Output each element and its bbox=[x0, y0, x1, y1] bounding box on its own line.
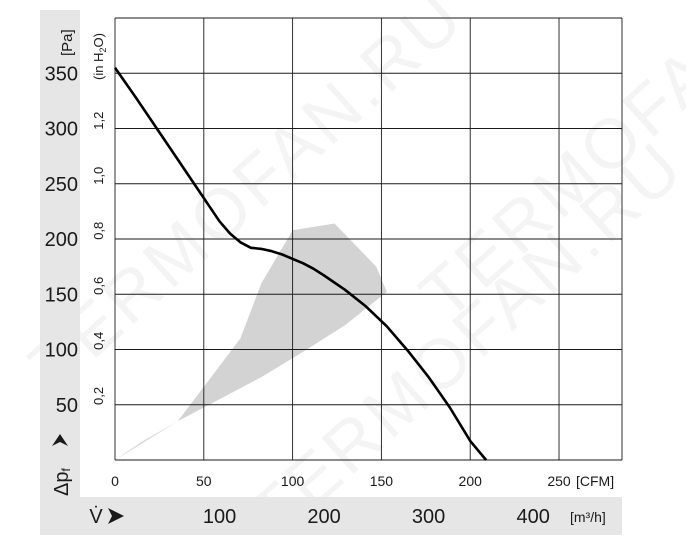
operating-range-area bbox=[115, 223, 387, 460]
pressure-axis-symbol: Δpf bbox=[51, 468, 73, 496]
m3h-tick-label: 200 bbox=[307, 506, 340, 528]
pa-tick-label: 100 bbox=[45, 340, 78, 362]
pa-tick-label: 250 bbox=[45, 174, 78, 196]
pa-tick-label: 350 bbox=[45, 63, 78, 85]
grid bbox=[114, 17, 623, 461]
x-axis-band bbox=[40, 497, 622, 535]
axis-bands bbox=[40, 10, 622, 535]
cfm-tick-label: 50 bbox=[196, 473, 212, 489]
axis-labels: 50 100 150 200 250 300 350 0,2 0,4 0,6 0,8 1,0 1,2 [P… bbox=[45, 29, 614, 528]
inh2o-tick-label: 1,2 bbox=[91, 112, 106, 130]
performance-curve bbox=[113, 66, 488, 461]
pressure-arrow-icon bbox=[52, 434, 68, 446]
inh2o-tick-label: 0,4 bbox=[91, 332, 106, 350]
inh2o-tick-label: 0,6 bbox=[91, 277, 106, 295]
inh2o-tick-label: 0,8 bbox=[91, 222, 106, 240]
operating-range bbox=[115, 223, 387, 460]
cfm-tick-label: 250 bbox=[547, 473, 571, 489]
pa-unit-label: [Pa] bbox=[59, 29, 76, 56]
curve-layer bbox=[113, 66, 488, 461]
y-axis-band bbox=[40, 10, 80, 498]
cfm-tick-label: 200 bbox=[459, 473, 483, 489]
m3h-tick-label: 400 bbox=[516, 506, 549, 528]
m3h-unit-label: [m³/h] bbox=[570, 509, 606, 525]
inh2o-unit-label: (in H2O) bbox=[91, 33, 108, 80]
m3h-tick-label: 100 bbox=[203, 506, 236, 528]
cfm-tick-label: 0 bbox=[111, 473, 119, 489]
pa-tick-label: 200 bbox=[45, 229, 78, 251]
pa-tick-label: 150 bbox=[45, 284, 78, 306]
inh2o-tick-label: 0,2 bbox=[91, 387, 106, 405]
cfm-tick-label: 150 bbox=[370, 473, 394, 489]
m3h-tick-label: 300 bbox=[412, 506, 445, 528]
cfm-tick-label: 100 bbox=[281, 473, 305, 489]
cfm-unit-label: [CFM] bbox=[576, 473, 614, 489]
flow-axis-symbol: V̇ bbox=[89, 506, 103, 528]
pa-tick-label: 50 bbox=[56, 395, 78, 417]
inh2o-tick-label: 1,0 bbox=[91, 167, 106, 185]
flow-arrow-icon bbox=[108, 508, 124, 524]
pa-tick-label: 300 bbox=[45, 119, 78, 141]
